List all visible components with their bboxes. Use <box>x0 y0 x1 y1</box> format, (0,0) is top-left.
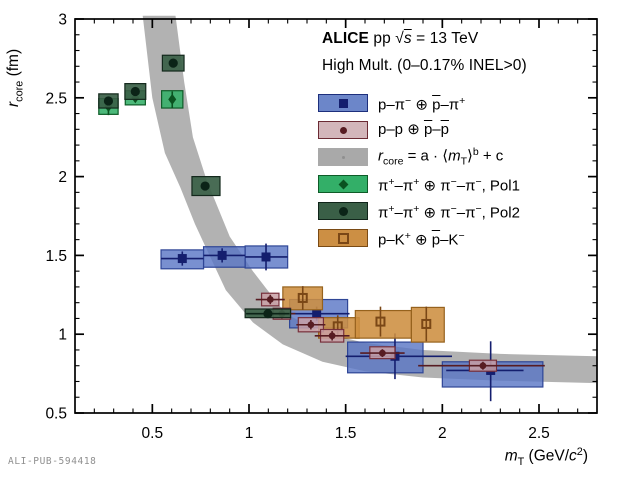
fit-band <box>142 15 597 384</box>
legend-item-pi-pi-pol1: π+–π+ ⊕ π−–π−, Pol1 <box>318 175 520 195</box>
plot-frame <box>74 18 598 414</box>
legend-swatch-p-p <box>318 121 368 139</box>
legend-item-fit-band: rcore = a · ⟨mT⟩b + c <box>318 146 503 168</box>
marker-circle <box>263 309 273 319</box>
marker-circle <box>103 96 114 106</box>
open-square-marker-icon <box>337 232 349 244</box>
legend-swatch-p-pi <box>318 94 368 112</box>
x-axis-label: mT (GeV/c2) <box>504 446 588 468</box>
legend-item-p-p: p–p ⊕ p–p <box>318 121 449 139</box>
marker-circle <box>168 58 178 68</box>
marker-open-square <box>421 318 432 329</box>
marker-circle-small <box>266 296 274 303</box>
y-tick-label: 3 <box>58 12 67 29</box>
plot-title-line1: ALICE pp √s = 13 TeV <box>322 30 479 47</box>
marker-circle-small <box>379 349 386 357</box>
x-tick-label: 2 <box>438 425 447 442</box>
syst-box-1 <box>410 306 445 343</box>
y-axis-label: rcore (fm) <box>5 48 26 107</box>
legend-swatch-pi-pi-pol2 <box>318 202 368 220</box>
y-tick-label: 2.5 <box>45 90 67 107</box>
square-marker-icon <box>338 98 348 108</box>
marker-diamond <box>168 93 177 105</box>
marker-square <box>261 252 271 262</box>
dot-marker-icon <box>341 155 345 159</box>
marker-open-square <box>375 316 386 327</box>
marker-square <box>177 254 187 264</box>
legend-swatch-p-K <box>318 229 368 247</box>
marker-square <box>217 250 227 260</box>
syst-box-1 <box>354 309 413 339</box>
legend-item-p-K: p–K+ ⊕ p–K− <box>318 229 465 249</box>
y-tick-label: 1 <box>58 327 67 344</box>
legend-label-fit-band: rcore = a · ⟨mT⟩b + c <box>378 146 504 168</box>
circle-marker-icon <box>339 126 347 134</box>
circle-lg-marker-icon <box>338 206 348 216</box>
y-tick-label: 2 <box>58 169 67 186</box>
legend-label-p-K: p–K+ ⊕ p–K− <box>378 229 465 249</box>
marker-circle <box>200 181 210 191</box>
legend-swatch-fit-band <box>318 148 368 166</box>
legend-item-p-pi: p–π− ⊕ p–π+ <box>318 94 466 114</box>
watermark-label: ALI-PUB-594418 <box>8 456 97 467</box>
marker-open-square <box>297 292 308 303</box>
x-tick-label: 1.5 <box>335 425 357 442</box>
marker-circle-small <box>479 362 487 370</box>
plot-title-line2: High Mult. (0–0.17% INEL>0) <box>322 57 527 74</box>
marker-square <box>312 309 322 319</box>
legend-label-pi-pi-pol2: π+–π+ ⊕ π−–π−, Pol2 <box>378 202 520 222</box>
legend-swatch-pi-pi-pol1 <box>318 175 368 193</box>
legend-label-p-pi: p–π− ⊕ p–π+ <box>378 94 466 114</box>
x-tick-label: 2.5 <box>528 425 550 442</box>
legend-label-p-p: p–p ⊕ p–p <box>378 121 449 138</box>
x-tick-label: 1 <box>245 425 254 442</box>
y-tick-label: 0.5 <box>45 406 67 423</box>
x-tick-label: 0.5 <box>142 425 164 442</box>
legend-label-pi-pi-pol1: π+–π+ ⊕ π−–π−, Pol1 <box>378 175 520 195</box>
legend-item-pi-pi-pol2: π+–π+ ⊕ π−–π−, Pol2 <box>318 202 520 222</box>
diamond-marker-icon <box>338 179 348 189</box>
marker-circle-small <box>328 332 336 340</box>
y-tick-label: 1.5 <box>45 248 67 265</box>
marker-circle-small <box>307 321 315 329</box>
marker-circle <box>130 86 140 97</box>
